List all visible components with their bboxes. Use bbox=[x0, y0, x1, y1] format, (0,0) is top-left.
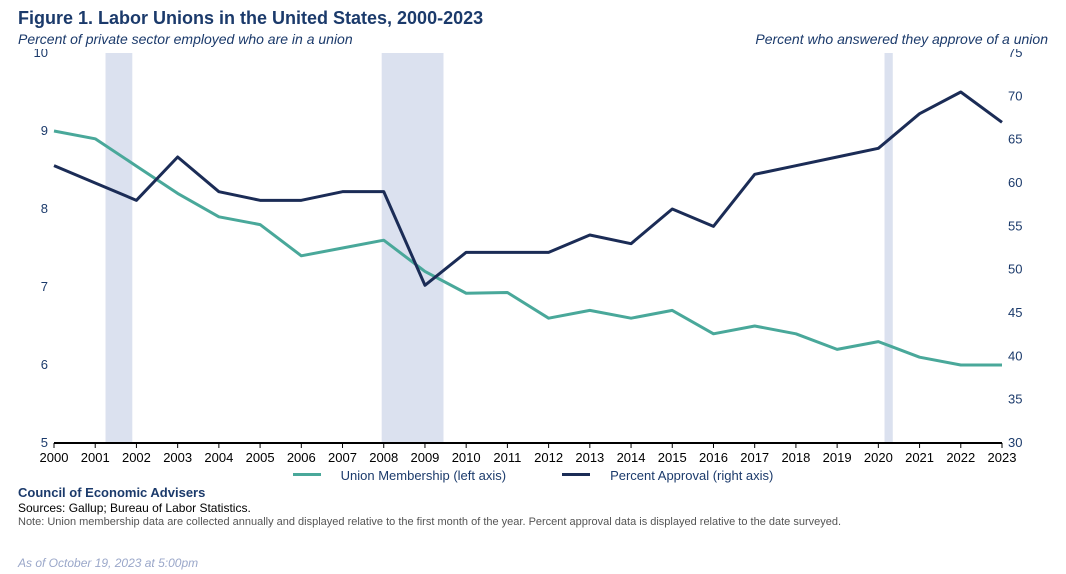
y-left-tick-label: 5 bbox=[41, 435, 48, 450]
y-right-tick-label: 75 bbox=[1008, 49, 1022, 60]
series-membership bbox=[54, 131, 1002, 365]
x-tick-label: 2003 bbox=[163, 450, 192, 465]
x-tick-label: 2022 bbox=[946, 450, 975, 465]
x-tick-label: 2013 bbox=[575, 450, 604, 465]
x-tick-label: 2009 bbox=[410, 450, 439, 465]
legend-item: Union Membership (left axis) bbox=[279, 468, 520, 483]
footer-org: Council of Economic Advisers bbox=[18, 485, 1048, 501]
y-right-tick-label: 50 bbox=[1008, 262, 1022, 277]
recession-band bbox=[885, 53, 893, 443]
x-tick-label: 2010 bbox=[452, 450, 481, 465]
series-approval bbox=[54, 92, 1002, 285]
y-left-tick-label: 6 bbox=[41, 357, 48, 372]
legend-item: Percent Approval (right axis) bbox=[548, 468, 787, 483]
footer: Council of Economic Advisers Sources: Ga… bbox=[18, 485, 1048, 530]
x-tick-label: 2017 bbox=[740, 450, 769, 465]
x-tick-label: 2012 bbox=[534, 450, 563, 465]
footer-sources: Sources: Gallup; Bureau of Labor Statist… bbox=[18, 501, 1048, 516]
x-tick-label: 2023 bbox=[988, 450, 1017, 465]
x-tick-label: 2002 bbox=[122, 450, 151, 465]
y-right-tick-label: 40 bbox=[1008, 348, 1022, 363]
subtitle-left: Percent of private sector employed who a… bbox=[18, 31, 353, 47]
y-left-tick-label: 8 bbox=[41, 201, 48, 216]
footer-note: Note: Union membership data are collecte… bbox=[18, 516, 1048, 530]
legend-swatch bbox=[293, 473, 321, 476]
x-tick-label: 2018 bbox=[781, 450, 810, 465]
line-chart: 2000 2001 2002 2003 2004 2005 2006 2007 2008 2009… bbox=[18, 49, 1038, 469]
x-tick-label: 2001 bbox=[81, 450, 110, 465]
y-right-tick-label: 30 bbox=[1008, 435, 1022, 450]
y-right-tick-label: 55 bbox=[1008, 218, 1022, 233]
legend-label: Union Membership (left axis) bbox=[341, 468, 506, 483]
subtitle-right: Percent who answered they approve of a u… bbox=[755, 31, 1048, 47]
x-tick-label: 2016 bbox=[699, 450, 728, 465]
x-tick-label: 2006 bbox=[287, 450, 316, 465]
x-tick-label: 2011 bbox=[493, 450, 521, 465]
y-right-tick-label: 65 bbox=[1008, 132, 1022, 147]
y-left-tick-label: 7 bbox=[41, 279, 48, 294]
y-left-tick-label: 9 bbox=[41, 123, 48, 138]
x-tick-label: 2019 bbox=[823, 450, 852, 465]
x-tick-label: 2000 bbox=[40, 450, 69, 465]
x-tick-label: 2014 bbox=[617, 450, 646, 465]
x-tick-label: 2008 bbox=[369, 450, 398, 465]
chart-area: 2000 2001 2002 2003 2004 2005 2006 2007 2008 2009… bbox=[18, 49, 1048, 469]
y-right-tick-label: 35 bbox=[1008, 392, 1022, 407]
x-tick-label: 2007 bbox=[328, 450, 357, 465]
x-tick-label: 2015 bbox=[658, 450, 687, 465]
figure-title: Figure 1. Labor Unions in the United Sta… bbox=[18, 8, 1048, 29]
y-right-tick-label: 60 bbox=[1008, 175, 1022, 190]
recession-band bbox=[382, 53, 444, 443]
y-left-tick-label: 10 bbox=[34, 49, 48, 60]
y-right-tick-label: 70 bbox=[1008, 88, 1022, 103]
y-right-tick-label: 45 bbox=[1008, 305, 1022, 320]
x-tick-label: 2005 bbox=[246, 450, 275, 465]
legend-label: Percent Approval (right axis) bbox=[610, 468, 773, 483]
legend-swatch bbox=[562, 473, 590, 476]
recession-band bbox=[106, 53, 133, 443]
x-tick-label: 2004 bbox=[204, 450, 233, 465]
as-of-label: As of October 19, 2023 at 5:00pm bbox=[18, 556, 198, 570]
x-tick-label: 2020 bbox=[864, 450, 893, 465]
x-tick-label: 2021 bbox=[905, 450, 934, 465]
